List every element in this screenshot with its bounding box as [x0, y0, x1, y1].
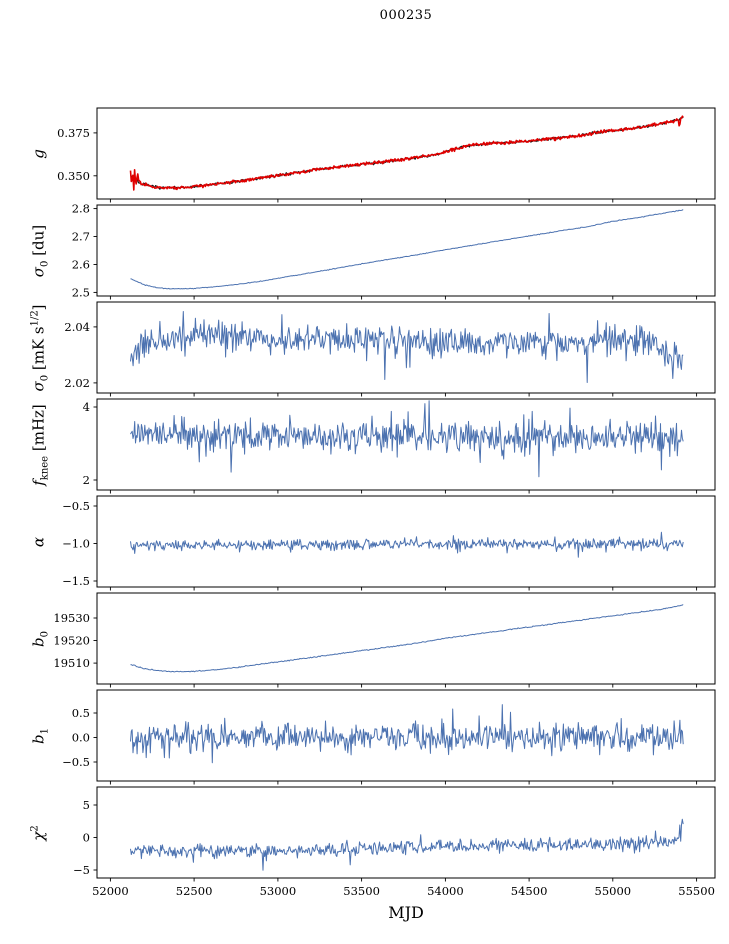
axes-frame — [96, 204, 716, 297]
panel-b1: −0.5 0.0 0.5 — [62, 689, 716, 785]
ylabel-unit-text: [du] — [29, 224, 48, 261]
ylabel-var: g — [29, 148, 48, 159]
series-sigma0-du — [130, 209, 684, 290]
axes-frame — [96, 786, 716, 879]
ylabel-unit-post: ] — [29, 303, 48, 310]
x-tick-label: 54500 — [511, 884, 548, 898]
y-tick-label: −0.5 — [62, 499, 90, 513]
y-tick-label: 0.350 — [57, 169, 90, 183]
panel-alpha: −1.5 −1.0 −0.5 — [62, 495, 716, 591]
ylabel-var: f — [29, 479, 48, 486]
axes-frame — [96, 301, 716, 394]
y-tick-label: −0.5 — [62, 755, 90, 769]
ylabel-sup: 2 — [29, 824, 41, 832]
x-tick-label: 52000 — [92, 884, 129, 898]
y-tick-label: 2 — [83, 473, 90, 487]
ylabel-unit: [mK s1/2] — [30, 304, 48, 374]
x-tick-label: 53500 — [343, 884, 380, 898]
series-alpha — [130, 531, 684, 558]
ylabel-var: b — [29, 636, 48, 647]
ylabel-unit-text: [mK s — [29, 325, 48, 375]
series-chi2 — [130, 818, 684, 871]
ylabel-sigma0-mK: σ0 [mK s1/2] — [30, 304, 51, 391]
ylabel-sub: 0 — [39, 260, 51, 267]
series-b1 — [130, 704, 684, 764]
axes-frame — [96, 689, 716, 782]
series-g-fit — [129, 115, 684, 191]
y-tick-label: −1.5 — [62, 574, 90, 588]
ylabel-sub: 0 — [39, 630, 51, 637]
y-tick-label: 0.0 — [72, 731, 90, 745]
x-tick-label: 55500 — [678, 884, 715, 898]
y-tick-label: 4 — [83, 400, 90, 414]
x-tick-label: 54000 — [427, 884, 464, 898]
ylabel-unit-text: [mHz] — [29, 403, 48, 456]
ylabel-var: σ — [29, 266, 48, 277]
y-tick-label: 0.5 — [72, 706, 90, 720]
x-tick-label: 52500 — [176, 884, 213, 898]
y-tick-label: −5 — [73, 863, 90, 877]
ylabel-g: g — [30, 149, 51, 159]
ylabel-b0: b0 — [30, 631, 51, 647]
ylabel-sub: 1 — [39, 727, 51, 734]
axes-frame — [96, 592, 716, 685]
y-tick-label: 19520 — [53, 634, 90, 648]
panel-b0: 19510 19520 19530 — [53, 592, 716, 688]
ylabel-sub: knee — [39, 455, 51, 480]
series-f-knee — [130, 400, 684, 478]
y-tick-label: 2.5 — [72, 285, 90, 299]
axes-frame — [96, 107, 716, 200]
series-g-data — [130, 116, 684, 190]
y-tick-label: 0.375 — [57, 126, 90, 140]
ylabel-f-knee: fknee [mHz] — [30, 404, 51, 486]
y-tick-label: 5 — [83, 798, 90, 812]
y-tick-label: −1.0 — [62, 537, 90, 551]
series-b0 — [130, 604, 684, 673]
series-sigma0-mK — [130, 311, 684, 383]
figure-title: 000235 — [379, 8, 433, 23]
ylabel-sigma0-du: σ0 [du] — [30, 224, 51, 276]
x-tick-label: 53000 — [260, 884, 297, 898]
ylabel-var: σ — [29, 380, 48, 392]
panel-g: 0.350 0.375 — [57, 107, 716, 203]
panel-sigma0_du: 2.5 2.6 2.7 2.8 — [72, 202, 716, 300]
y-tick-label: 19510 — [53, 656, 90, 670]
y-tick-label: 2.6 — [72, 258, 90, 272]
ylabel-var: α — [29, 536, 48, 547]
y-tick-label: 2.8 — [72, 202, 90, 216]
panel-chi2: −5 0 5 52000 52500 53000 53500 54000 54500 55000 5… — [73, 786, 716, 898]
ylabel-unit-sup: 1/2 — [29, 309, 41, 326]
ylabel-alpha: α — [30, 536, 51, 546]
ylabel-b1: b1 — [30, 728, 51, 744]
y-tick-label: 0 — [83, 831, 90, 845]
panel-f_knee: 24 — [83, 398, 716, 494]
y-tick-label: 2.02 — [64, 376, 90, 390]
y-tick-label: 2.7 — [72, 230, 90, 244]
ylabel-var: b — [29, 733, 48, 744]
ylabel-var: χ — [29, 831, 48, 841]
axes-frame — [96, 495, 716, 588]
x-axis-label: MJD — [388, 903, 424, 922]
y-tick-label: 2.04 — [64, 320, 90, 334]
ylabel-chi2: χ2 — [30, 825, 51, 840]
ylabel-unit: [mHz] — [30, 404, 48, 456]
y-tick-label: 19530 — [53, 611, 90, 625]
ylabel-unit: [du] — [30, 224, 48, 260]
axes-frame — [96, 398, 716, 491]
ylabel-sub: 0 — [39, 374, 51, 381]
panel-sigma0_mK: 2.02 2.04 — [64, 301, 716, 397]
x-tick-label: 55000 — [595, 884, 632, 898]
